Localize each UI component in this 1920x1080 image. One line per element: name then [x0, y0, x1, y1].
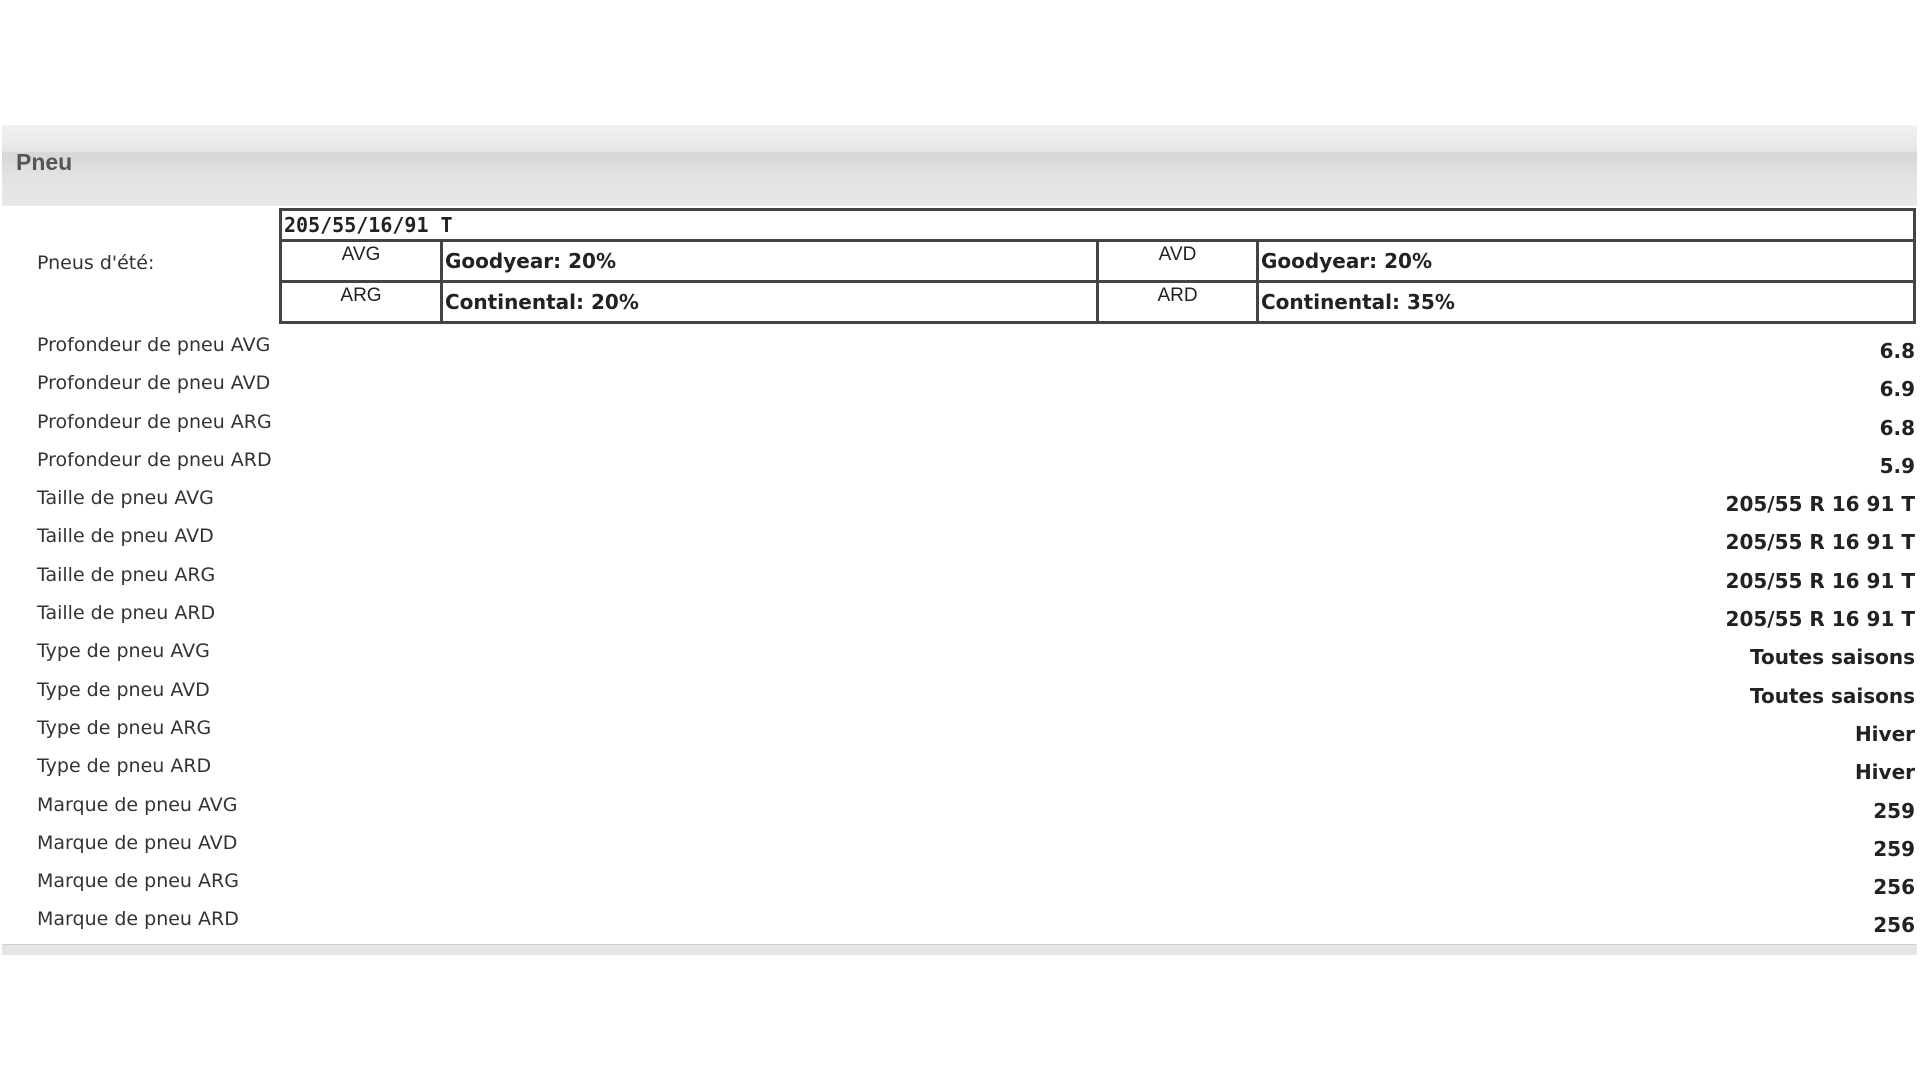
detail-value: Toutes saisons — [1750, 683, 1915, 708]
brand-avg: Goodyear: 20% — [440, 239, 1099, 283]
detail-label: Marque de pneu ARD — [37, 908, 239, 931]
detail-row: Profondeur de pneu ARG 6.8 — [0, 411, 1917, 449]
detail-value: 6.9 — [1879, 377, 1915, 402]
detail-label: Marque de pneu AVG — [37, 793, 238, 816]
detail-row: Marque de pneu AVG 259 — [0, 794, 1917, 832]
position-ard: ARD — [1096, 280, 1259, 324]
detail-value: 256 — [1873, 913, 1915, 938]
detail-label: Taille de pneu AVG — [37, 487, 214, 510]
brand-ard: Continental: 35% — [1256, 280, 1916, 324]
detail-row: Type de pneu AVD Toutes saisons — [0, 679, 1917, 717]
detail-label: Profondeur de pneu AVD — [37, 372, 271, 395]
brand-avd: Goodyear: 20% — [1256, 239, 1916, 283]
detail-label: Marque de pneu AVD — [37, 831, 238, 854]
detail-row: Taille de pneu AVD 205/55 R 16 91 T — [0, 525, 1917, 563]
panel-header: Pneu — [2, 125, 1917, 206]
detail-row: Type de pneu ARD Hiver — [0, 755, 1917, 793]
detail-row: Profondeur de pneu AVD 6.9 — [0, 372, 1917, 410]
detail-label: Profondeur de pneu ARD — [37, 448, 272, 471]
detail-value: 205/55 R 16 91 T — [1725, 607, 1915, 632]
brand-arg: Continental: 20% — [440, 280, 1099, 324]
detail-value: 5.9 — [1879, 453, 1915, 478]
position-avg: AVG — [279, 239, 443, 283]
detail-row: Taille de pneu ARG 205/55 R 16 91 T — [0, 564, 1917, 602]
detail-label: Type de pneu ARD — [37, 755, 212, 778]
tire-row-rear: ARG Continental: 20% ARD Continental: 35… — [279, 280, 1916, 324]
detail-value: 256 — [1873, 875, 1915, 900]
tire-size-row: 205/55/16/91 T — [279, 208, 1916, 242]
detail-label: Taille de pneu ARD — [37, 602, 216, 625]
detail-label: Taille de pneu AVD — [37, 525, 214, 548]
detail-value: 6.8 — [1879, 415, 1915, 440]
detail-row: Taille de pneu ARD 205/55 R 16 91 T — [0, 602, 1917, 640]
detail-label: Taille de pneu ARG — [37, 563, 216, 586]
detail-value: 205/55 R 16 91 T — [1725, 492, 1915, 517]
detail-label: Profondeur de pneu AVG — [37, 334, 271, 356]
detail-row: Marque de pneu ARD 256 — [0, 908, 1917, 946]
detail-label: Profondeur de pneu ARG — [37, 410, 272, 433]
detail-label: Type de pneu ARG — [37, 716, 212, 739]
summer-tires-label: Pneus d'été: — [37, 252, 155, 274]
detail-row: Profondeur de pneu ARD 5.9 — [0, 449, 1917, 487]
detail-row: Profondeur de pneu AVG 6.8 — [0, 334, 1917, 372]
detail-row: Taille de pneu AVG 205/55 R 16 91 T — [0, 487, 1917, 525]
detail-row: Marque de pneu AVD 259 — [0, 832, 1917, 870]
detail-value: Hiver — [1854, 760, 1915, 785]
detail-value: 205/55 R 16 91 T — [1725, 530, 1915, 555]
detail-row: Type de pneu ARG Hiver — [0, 717, 1917, 755]
position-arg: ARG — [279, 280, 443, 324]
panel-title: Pneu — [16, 149, 73, 175]
detail-row: Marque de pneu ARG 256 — [0, 870, 1917, 908]
detail-value: Hiver — [1854, 721, 1915, 746]
detail-row: Type de pneu AVG Toutes saisons — [0, 640, 1917, 678]
tire-size: 205/55/16/91 T — [279, 208, 1916, 242]
tire-row-front: AVG Goodyear: 20% AVD Goodyear: 20% — [279, 239, 1916, 283]
panel-footer — [2, 944, 1917, 955]
detail-value: 259 — [1873, 836, 1915, 861]
detail-value: 6.8 — [1879, 339, 1915, 363]
detail-value: 259 — [1873, 798, 1915, 823]
detail-label: Type de pneu AVD — [37, 678, 210, 701]
detail-value: 205/55 R 16 91 T — [1725, 568, 1915, 593]
tire-details-list: Profondeur de pneu AVG 6.8 Profondeur de p… — [0, 334, 1917, 947]
detail-label: Marque de pneu ARG — [37, 870, 239, 893]
position-avd: AVD — [1096, 239, 1259, 283]
detail-value: Toutes saisons — [1750, 645, 1915, 670]
summer-tires-table: 205/55/16/91 T AVG Goodyear: 20% AVD Goo… — [279, 208, 1916, 324]
detail-label: Type de pneu AVG — [37, 640, 210, 663]
